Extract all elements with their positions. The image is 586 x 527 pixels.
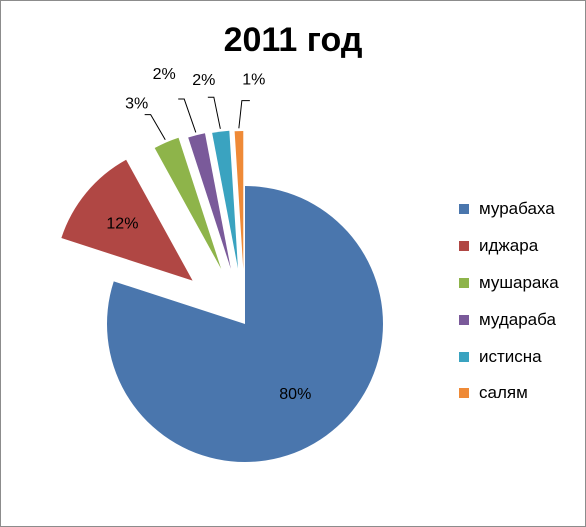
legend: мурабаха иджара мушарака мудараба истисна сал…	[459, 191, 585, 412]
legend-item-4: мудараба	[459, 301, 585, 338]
legend-label-2: иджара	[479, 236, 539, 256]
pie-slice-3	[154, 137, 222, 269]
data-label-1: 80%	[279, 386, 311, 403]
leader-line-4	[178, 98, 197, 133]
legend-label-5: истисна	[479, 346, 542, 366]
pie-slice-5	[212, 130, 238, 269]
legend-swatch-6	[459, 388, 469, 399]
pie-slice-4	[188, 133, 231, 269]
data-label-3: 3%	[125, 96, 148, 113]
legend-swatch-3	[459, 277, 469, 288]
legend-swatch-4	[459, 314, 469, 325]
leader-line-3	[144, 114, 166, 141]
legend-swatch-5	[459, 351, 469, 362]
pie-slice-6	[234, 131, 244, 270]
data-label-5: 2%	[192, 72, 215, 89]
chart-title: 2011 год	[223, 21, 363, 59]
legend-item-6: салям	[459, 375, 585, 412]
legend-item-2: иджара	[459, 228, 585, 265]
leader-line-5	[207, 96, 221, 129]
legend-label-4: мудараба	[479, 309, 556, 329]
legend-item-5: истисна	[459, 338, 585, 375]
legend-swatch-1	[459, 204, 469, 215]
legend-swatch-2	[459, 241, 469, 252]
leader-line-6	[238, 100, 250, 129]
legend-item-1: мурабаха	[459, 191, 585, 228]
pie-slice-2	[61, 159, 193, 281]
pie-slice-1	[107, 186, 383, 462]
legend-item-3: мушарака	[459, 265, 585, 302]
data-label-4: 2%	[153, 66, 176, 83]
data-label-6: 1%	[242, 72, 265, 89]
legend-label-1: мурабаха	[479, 199, 555, 219]
legend-label-6: салям	[479, 383, 528, 403]
data-label-2: 12%	[106, 216, 138, 233]
legend-label-3: мушарака	[479, 272, 559, 292]
